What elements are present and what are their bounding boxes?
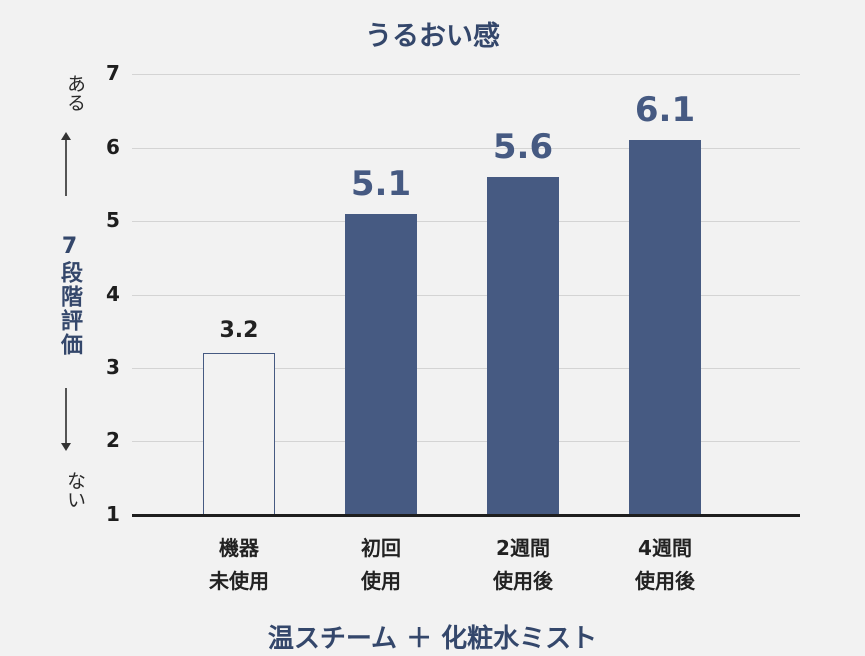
- value-label-4-weeks: 6.1: [634, 90, 696, 130]
- y-tick-7: 7: [106, 61, 120, 85]
- x-label-unused: 機器 未使用: [169, 532, 309, 598]
- y-label-bottom: ない: [64, 471, 86, 509]
- y-label-top: ある: [64, 74, 86, 112]
- y-tick-4: 4: [106, 282, 120, 306]
- y-tick-6: 6: [106, 135, 120, 159]
- gridline-2: [132, 441, 800, 442]
- x-axis-title: 温スチーム ＋ 化粧水ミスト: [267, 624, 598, 654]
- y-tick-2: 2: [106, 428, 120, 452]
- up-arrowhead-icon: [61, 132, 71, 140]
- gridline-6: [132, 148, 800, 149]
- down-arrow-icon: [65, 388, 67, 444]
- x-label-line: 2週間: [496, 536, 550, 560]
- x-axis-baseline: [132, 514, 800, 517]
- down-arrowhead-icon: [61, 443, 71, 451]
- x-label-line: 使用: [361, 569, 401, 593]
- up-arrow-icon: [65, 138, 67, 196]
- x-label-line: 4週間: [638, 536, 692, 560]
- value-label-2-weeks: 5.6: [492, 127, 554, 167]
- y-tick-3: 3: [106, 355, 120, 379]
- x-label-line: 機器: [219, 536, 259, 560]
- gridline-3: [132, 368, 800, 369]
- bar-2-weeks: [487, 177, 559, 515]
- y-axis-label: 7段階評価: [57, 233, 82, 357]
- gridline-5: [132, 221, 800, 222]
- x-label-line: 使用後: [493, 569, 553, 593]
- gridline-4: [132, 295, 800, 296]
- bar-first-use: [345, 214, 417, 515]
- bar-4-weeks: [629, 140, 701, 515]
- x-label-line: 初回: [361, 536, 401, 560]
- x-label-line: 未使用: [209, 569, 269, 593]
- gridline-7: [132, 74, 800, 75]
- x-label-line: 使用後: [635, 569, 695, 593]
- value-label-unused: 3.2: [219, 318, 259, 343]
- x-label-4-weeks: 4週間 使用後: [595, 532, 735, 598]
- bar-unused: [203, 353, 275, 515]
- x-label-first-use: 初回 使用: [311, 532, 451, 598]
- chart-title: うるおい感: [365, 21, 500, 52]
- y-tick-5: 5: [106, 208, 120, 232]
- x-label-2-weeks: 2週間 使用後: [453, 532, 593, 598]
- y-tick-1: 1: [106, 502, 120, 526]
- value-label-first-use: 5.1: [350, 164, 412, 204]
